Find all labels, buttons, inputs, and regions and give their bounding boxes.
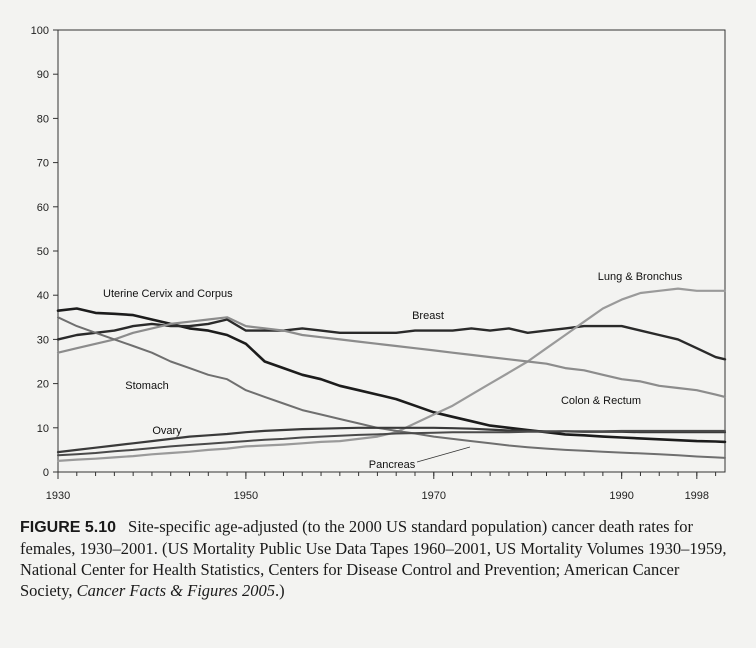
y-tick-label: 20 [37,379,49,391]
pancreas-leader-line [416,446,471,463]
series-layer [56,287,727,462]
y-tick-label: 90 [37,69,49,81]
y-tick-label: 70 [37,158,49,170]
series-label-pancreas: Pancreas [369,459,416,471]
series-label-stomach: Stomach [125,380,168,392]
y-tick-label: 60 [37,202,49,214]
caption-text: Site-specific age-adjusted (to the 2000 … [20,517,727,600]
x-tick-label: 1990 [609,490,633,502]
series-line-pancreas [57,429,726,457]
x-tick-label: 1930 [46,490,70,502]
y-tick-label: 50 [37,246,49,258]
series-labels: Uterine Cervix and Corpus Breast Lung & Br… [103,271,683,471]
y-tick-label: 40 [37,290,49,302]
series-label-lung-bronchus: Lung & Bronchus [598,271,683,283]
series-line-stomach [57,316,726,459]
series-label-breast: Breast [412,310,444,322]
x-axis: 1930 1950 1970 1990 1998 [46,472,717,502]
series-line-breast [56,318,727,361]
y-tick-label: 30 [37,334,49,346]
series-label-uterine-cervix-and-corpus: Uterine Cervix and Corpus [103,288,233,300]
caption-source-title: Cancer Facts & Figures 2005 [76,581,275,600]
x-tick-label: 1970 [422,490,446,502]
series-label-ovary: Ovary [152,425,182,437]
series-line-colon-rectum [56,316,727,398]
y-tick-label: 0 [43,467,49,479]
y-axis: 0 10 20 30 40 50 60 70 80 90 100 [31,25,58,479]
figure-caption: FIGURE 5.10 Site-specific age-adjusted (t… [20,516,736,601]
x-tick-label: 1950 [234,490,258,502]
series-line-lung-bronchus [56,287,727,462]
series-label-colon-rectum: Colon & Rectum [561,395,641,407]
caption-end: .) [274,581,285,600]
y-tick-label: 100 [31,25,49,37]
figure-number: FIGURE 5.10 [20,519,117,536]
x-tick-label: 1998 [685,490,709,502]
series-line-uterine-cervix-and-corpus [56,307,727,444]
y-tick-label: 80 [37,113,49,125]
y-tick-label: 10 [37,423,49,435]
